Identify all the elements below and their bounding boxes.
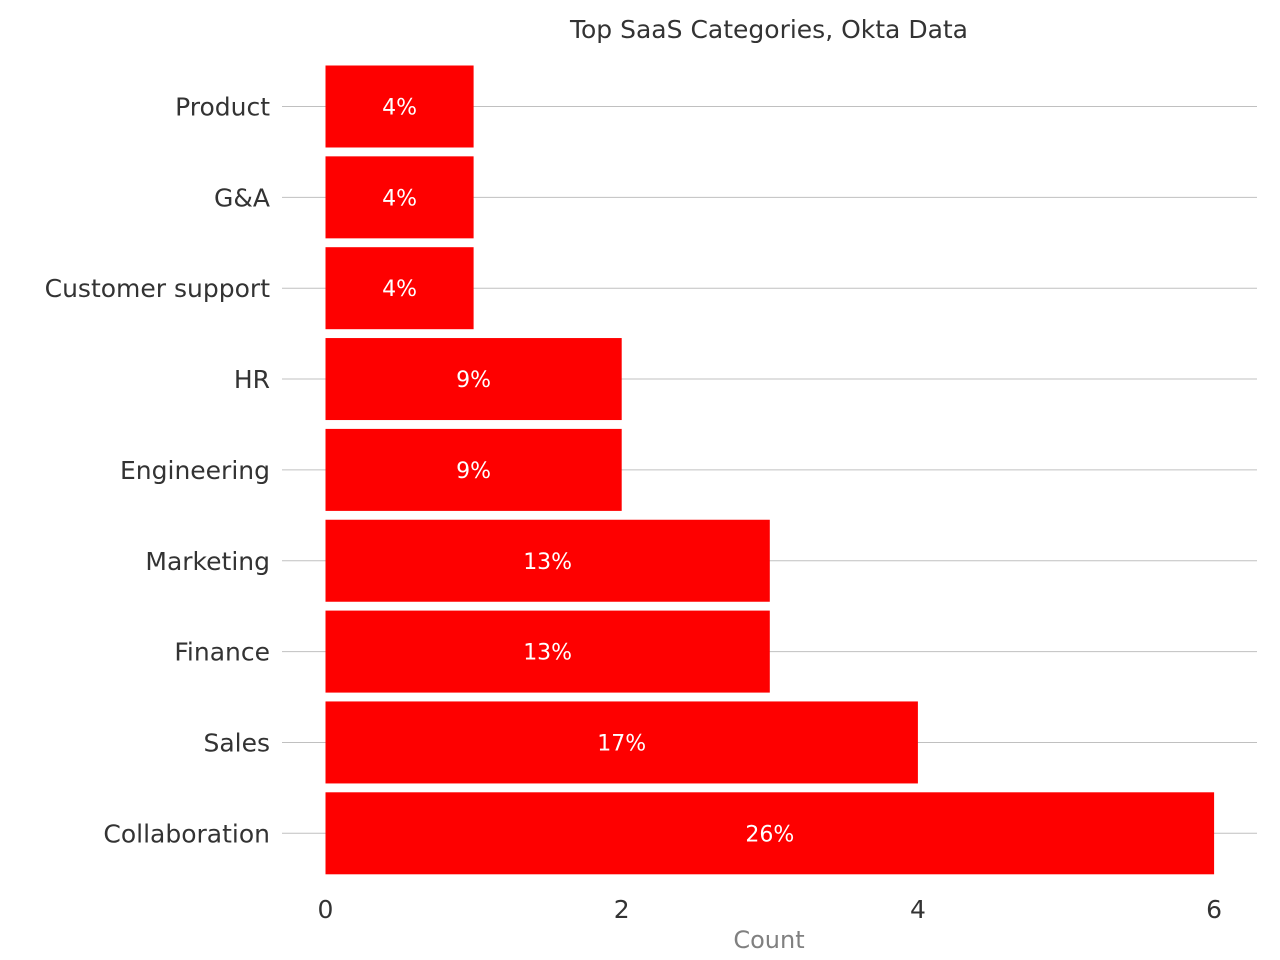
category-label: HR xyxy=(234,365,270,394)
x-tick-label: 2 xyxy=(614,895,630,924)
data-label: 9% xyxy=(456,459,491,484)
bar xyxy=(325,701,918,784)
bar xyxy=(325,65,474,148)
category-label: G&A xyxy=(214,183,270,212)
category-label: Product xyxy=(175,93,270,122)
data-label: 26% xyxy=(745,822,794,847)
bars xyxy=(325,65,1215,875)
data-label: 13% xyxy=(523,641,572,666)
bar xyxy=(325,428,622,511)
bar xyxy=(325,156,474,239)
data-label: 4% xyxy=(382,96,417,121)
category-label: Collaboration xyxy=(103,819,270,848)
x-tick-label: 4 xyxy=(910,895,926,924)
category-labels: Product G&A Customer support HR Engineering M… xyxy=(45,93,271,849)
x-tick-label: 6 xyxy=(1206,895,1222,924)
x-tick-labels: 0 2 4 6 xyxy=(318,895,1223,924)
x-axis-title: Count xyxy=(733,926,804,954)
data-label: 4% xyxy=(382,186,417,211)
category-label: Marketing xyxy=(145,547,270,576)
bar xyxy=(325,792,1215,875)
data-label: 9% xyxy=(456,368,491,393)
bar xyxy=(325,519,770,602)
bar xyxy=(325,247,474,330)
x-tick-label: 0 xyxy=(318,895,334,924)
category-label: Finance xyxy=(174,638,270,667)
category-label: Sales xyxy=(203,728,270,757)
bar xyxy=(325,338,622,421)
data-label: 13% xyxy=(523,550,572,575)
bar xyxy=(325,610,770,693)
chart-title: Top SaaS Categories, Okta Data xyxy=(569,15,968,44)
data-labels: 4% 4% 4% 9% 9% 13% 13% 17% 26% xyxy=(382,96,794,848)
category-label: Engineering xyxy=(120,456,270,485)
category-label: Customer support xyxy=(45,274,271,303)
data-label: 4% xyxy=(382,277,417,302)
data-label: 17% xyxy=(597,731,646,756)
